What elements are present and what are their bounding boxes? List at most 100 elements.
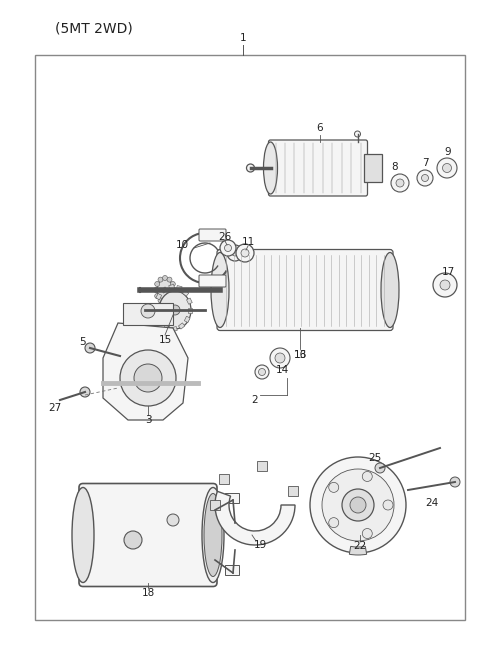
Circle shape xyxy=(450,477,460,487)
Text: 3: 3 xyxy=(144,415,151,425)
Circle shape xyxy=(141,304,155,318)
Circle shape xyxy=(155,294,160,299)
Circle shape xyxy=(362,529,372,538)
Text: 27: 27 xyxy=(48,403,61,413)
Bar xyxy=(176,286,182,290)
Circle shape xyxy=(167,277,172,282)
Circle shape xyxy=(236,244,254,262)
Wedge shape xyxy=(349,546,367,555)
FancyBboxPatch shape xyxy=(199,275,226,287)
Ellipse shape xyxy=(167,514,179,526)
Text: 11: 11 xyxy=(241,237,254,247)
Ellipse shape xyxy=(264,142,277,194)
Circle shape xyxy=(362,471,372,482)
Bar xyxy=(187,298,192,304)
Bar xyxy=(123,303,173,325)
Bar xyxy=(210,500,220,510)
Bar xyxy=(171,327,177,331)
Ellipse shape xyxy=(211,253,229,327)
Bar xyxy=(169,284,175,290)
FancyBboxPatch shape xyxy=(199,229,226,241)
Bar xyxy=(182,290,189,296)
Bar xyxy=(225,493,239,503)
Ellipse shape xyxy=(157,279,173,301)
Circle shape xyxy=(396,179,404,187)
Circle shape xyxy=(163,299,168,305)
Bar xyxy=(188,308,192,313)
Circle shape xyxy=(85,343,95,353)
Text: 13: 13 xyxy=(293,350,307,360)
Bar xyxy=(156,294,162,299)
Circle shape xyxy=(220,240,236,256)
Circle shape xyxy=(329,482,339,492)
Bar xyxy=(288,486,298,496)
FancyBboxPatch shape xyxy=(79,484,217,587)
Circle shape xyxy=(158,298,163,303)
FancyBboxPatch shape xyxy=(268,140,368,196)
Ellipse shape xyxy=(159,291,191,329)
Bar xyxy=(154,312,159,318)
Text: 14: 14 xyxy=(276,365,288,375)
Circle shape xyxy=(247,164,254,172)
Circle shape xyxy=(163,275,168,281)
Circle shape xyxy=(417,170,433,186)
Text: 8: 8 xyxy=(392,162,398,172)
Circle shape xyxy=(329,518,339,527)
Bar xyxy=(363,154,382,182)
Wedge shape xyxy=(215,492,295,545)
Text: 2: 2 xyxy=(252,395,258,405)
Ellipse shape xyxy=(255,365,269,379)
Ellipse shape xyxy=(204,493,222,577)
Bar xyxy=(184,316,190,322)
Text: 18: 18 xyxy=(142,588,155,598)
Text: 9: 9 xyxy=(444,147,451,157)
Circle shape xyxy=(350,497,366,513)
Ellipse shape xyxy=(124,531,142,549)
Ellipse shape xyxy=(275,353,285,363)
Circle shape xyxy=(342,489,374,521)
Text: 26: 26 xyxy=(218,232,232,242)
Circle shape xyxy=(391,174,409,192)
Circle shape xyxy=(171,288,177,292)
Circle shape xyxy=(80,387,90,397)
Circle shape xyxy=(155,281,160,286)
Circle shape xyxy=(232,250,238,256)
Text: 25: 25 xyxy=(368,453,382,463)
Text: (5MT 2WD): (5MT 2WD) xyxy=(55,22,133,36)
Circle shape xyxy=(322,469,394,541)
Text: 10: 10 xyxy=(175,240,189,250)
Text: 7: 7 xyxy=(422,158,428,168)
Ellipse shape xyxy=(259,368,265,376)
Circle shape xyxy=(241,249,249,257)
Bar xyxy=(225,565,239,575)
Text: 24: 24 xyxy=(425,498,439,508)
Circle shape xyxy=(134,364,162,392)
Bar xyxy=(164,326,169,331)
Ellipse shape xyxy=(381,253,399,327)
Bar xyxy=(157,320,164,326)
Ellipse shape xyxy=(202,488,224,583)
Circle shape xyxy=(310,457,406,553)
Circle shape xyxy=(227,245,243,261)
FancyBboxPatch shape xyxy=(217,249,393,331)
Circle shape xyxy=(375,463,385,473)
Text: 5: 5 xyxy=(79,337,85,347)
Text: 22: 22 xyxy=(353,541,367,551)
Circle shape xyxy=(443,163,452,173)
Bar xyxy=(179,323,185,329)
Circle shape xyxy=(421,174,429,182)
Bar xyxy=(257,461,267,471)
Circle shape xyxy=(154,288,158,292)
Circle shape xyxy=(437,158,457,178)
Ellipse shape xyxy=(72,488,94,583)
Circle shape xyxy=(170,305,180,315)
Bar xyxy=(161,287,168,293)
Text: 6: 6 xyxy=(317,123,324,133)
Circle shape xyxy=(120,350,176,406)
Circle shape xyxy=(170,294,175,299)
Circle shape xyxy=(170,281,175,286)
Circle shape xyxy=(167,298,172,303)
Bar xyxy=(35,55,465,620)
Text: 17: 17 xyxy=(442,267,455,277)
Text: 1: 1 xyxy=(240,33,246,43)
